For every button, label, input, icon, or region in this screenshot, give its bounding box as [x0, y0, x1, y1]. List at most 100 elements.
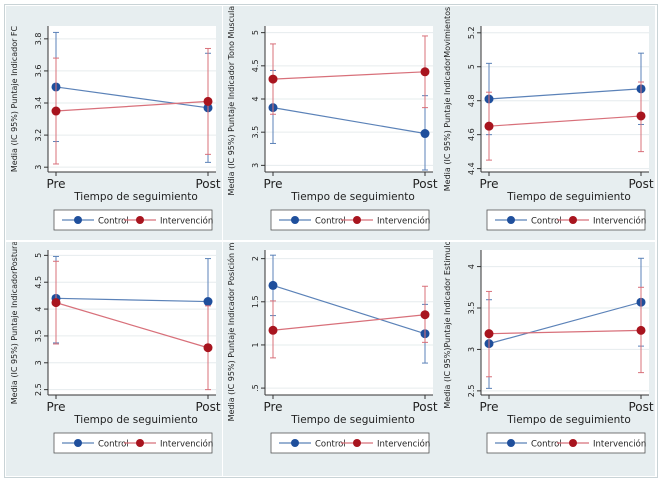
y-tick-label: 4.6	[467, 128, 476, 141]
series-line-control	[55, 86, 209, 109]
plot-area	[481, 26, 649, 172]
x-tick-label: Pre	[46, 177, 65, 191]
data-point	[484, 121, 494, 131]
legend: Control Intervención	[486, 209, 646, 231]
y-tick-label: 3	[34, 360, 43, 365]
data-point	[420, 310, 430, 320]
legend-label: Control	[531, 217, 562, 227]
y-tick-label: 4	[251, 96, 260, 101]
series-line-control	[488, 301, 642, 345]
legend: Control Intervención	[53, 209, 213, 231]
y-tick-label: 1.5	[251, 295, 260, 308]
series-line-intervención	[272, 71, 426, 80]
y-axis-title: Media (IC 95%)Puntaje Indicador Estimulo…	[443, 242, 452, 409]
legend-label: Intervención	[377, 439, 430, 450]
legend-marker	[291, 216, 299, 224]
chart-panel-6: 2.5 3 3.5 4 Pre Post Tiempo de seguimiento Medi…	[439, 236, 655, 476]
legend-marker	[353, 216, 361, 224]
y-axis-title: Media (IC 95%) Puntaje Indicador Tono Mu…	[227, 6, 236, 195]
y-tick-label: 2.5	[34, 383, 43, 396]
x-tick-label: Pre	[263, 177, 282, 191]
series-line-intervención	[488, 329, 642, 335]
legend-label: Intervención	[377, 216, 430, 227]
y-tick-label: 3.2	[34, 129, 43, 142]
legend-marker	[74, 216, 82, 224]
data-point	[484, 329, 494, 339]
x-tick-label: Post	[412, 400, 437, 414]
series-line-intervención	[488, 115, 642, 127]
y-tick-label: 3.8	[34, 32, 43, 45]
y-tick-label: 3.5	[251, 126, 260, 139]
x-axis-title: Tiempo de seguimiento	[73, 414, 198, 426]
data-point	[51, 298, 61, 308]
legend: Control Intervención	[53, 432, 213, 454]
x-axis-title: Tiempo de seguimiento	[290, 191, 415, 203]
data-point	[268, 74, 278, 84]
plot-area	[48, 250, 216, 395]
y-axis-title: Media (IC 95%) Puntaje IndicadorMovimien…	[443, 7, 452, 191]
x-tick-label: Post	[628, 177, 653, 191]
series-line-control	[272, 284, 426, 335]
chart-panel-3: 4.4 4.6 4.8 5 5.2 Pre Post Tiempo de seguimient…	[439, 6, 655, 240]
legend-label: Control	[98, 440, 129, 450]
y-tick-label: 1	[251, 342, 260, 347]
y-tick-label: 4.5	[251, 59, 260, 72]
y-tick-label: 3	[251, 163, 260, 168]
legend-label: Intervención	[593, 216, 646, 227]
legend-marker	[291, 439, 299, 447]
legend-marker	[507, 439, 515, 447]
legend-label: Control	[98, 217, 129, 227]
series-line-control	[272, 107, 426, 135]
x-tick-label: Post	[628, 400, 653, 414]
legend-label: Control	[531, 440, 562, 450]
legend-marker	[74, 439, 82, 447]
legend-marker	[569, 216, 577, 224]
x-axis-title: Tiempo de seguimiento	[506, 414, 631, 426]
y-tick-label: 5.2	[467, 26, 476, 39]
x-tick-label: Post	[412, 177, 437, 191]
x-tick-label: Pre	[479, 400, 498, 414]
x-axis-title: Tiempo de seguimiento	[73, 191, 198, 203]
series-line-control	[488, 88, 642, 100]
legend-marker	[136, 216, 144, 224]
series-line-intervención	[272, 314, 426, 331]
data-point	[420, 129, 430, 139]
x-tick-label: Post	[195, 177, 220, 191]
y-axis-title: Media (IC 95%) Puntaje Indicador FC	[10, 25, 19, 172]
series-line-intervención	[55, 100, 209, 112]
legend-marker	[136, 439, 144, 447]
legend-label: Intervención	[160, 216, 213, 227]
legend-marker	[569, 439, 577, 447]
y-tick-label: 4	[467, 264, 476, 269]
legend: Control Intervención	[270, 432, 430, 454]
y-tick-label: 3.5	[34, 330, 43, 343]
data-point	[268, 280, 278, 290]
data-point	[51, 106, 61, 116]
legend-label: Intervención	[160, 439, 213, 450]
data-point	[636, 325, 646, 335]
legend-label: Control	[315, 440, 346, 450]
series-line-intervención	[55, 302, 209, 349]
y-tick-label: 3	[34, 165, 43, 170]
y-tick-label: 5	[467, 64, 476, 69]
plot-area	[48, 26, 216, 172]
legend-label: Intervención	[593, 439, 646, 450]
data-point	[203, 343, 213, 353]
data-point	[420, 67, 430, 77]
chart-panel-5: .5 1 1.5 2 Pre Post Tiempo de seguimiento Media…	[223, 224, 439, 476]
y-tick-label: 4.8	[467, 94, 476, 107]
y-tick-label: 2	[251, 256, 260, 261]
y-axis-title: Media (IC 95%) Puntaje Indicador Posició…	[226, 242, 236, 421]
y-tick-label: 5	[34, 253, 43, 258]
y-tick-label: 2.5	[467, 384, 476, 397]
chart-panel-1: 3 3.2 3.4 3.6 3.8 Pre Post Tiempo de seguimient…	[6, 6, 222, 240]
figure: 3 3.2 3.4 3.6 3.8 Pre Post Tiempo de seguimient…	[4, 2, 658, 478]
data-point	[636, 111, 646, 121]
chart-panel-2: 3 3.5 4 4.5 5 Pre Post Tiempo de seguimiento Med…	[223, 2, 439, 240]
y-tick-label: 4.4	[467, 162, 476, 175]
x-tick-label: Pre	[479, 177, 498, 191]
y-axis-title: Media (IC 95%) Puntaje IndicadorPostura	[10, 242, 19, 404]
x-tick-label: Post	[195, 400, 220, 414]
y-tick-label: .5	[251, 384, 260, 392]
y-tick-label: 3.5	[467, 302, 476, 315]
